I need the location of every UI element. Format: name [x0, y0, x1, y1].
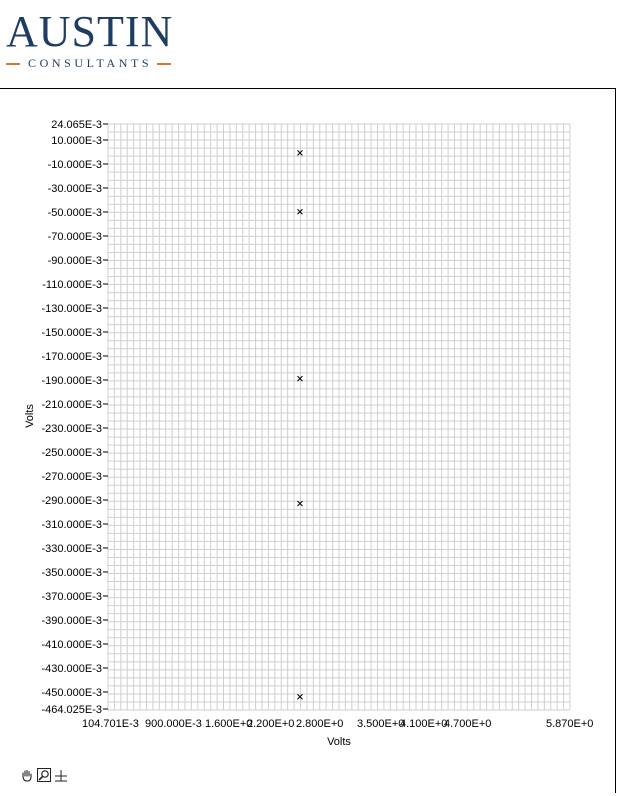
y-tick-label: -464.025E-3 — [41, 704, 102, 716]
data-point — [297, 693, 303, 700]
chart-panel — [0, 88, 616, 793]
point-marker — [297, 208, 303, 215]
x-tick-label: 3.500E+0 — [357, 718, 404, 730]
y-tick-label: -310.000E-3 — [41, 519, 102, 531]
x-tick-label: 900.000E-3 — [145, 718, 202, 730]
y-tick-label: -90.000E-3 — [48, 255, 102, 267]
y-tick-label: -410.000E-3 — [41, 639, 102, 651]
x-axis-title: Volts — [327, 736, 351, 748]
data-point — [297, 500, 303, 507]
logo-subtitle: CONSULTANTS — [28, 56, 153, 70]
x-tick-label: 4.100E+0 — [400, 718, 447, 730]
data-point — [297, 208, 303, 215]
y-axis-title: Volts — [24, 404, 36, 428]
x-tick-label: 104.701E-3 — [82, 718, 139, 730]
y-tick-label: -10.000E-3 — [48, 159, 102, 171]
data-point — [297, 375, 303, 382]
y-tick-label: -50.000E-3 — [48, 207, 102, 219]
x-tick-label: 5.870E+0 — [546, 718, 593, 730]
zoom-icon[interactable] — [37, 768, 51, 782]
x-tick-label: 2.800E+0 — [296, 718, 343, 730]
point-marker — [297, 375, 303, 382]
y-tick-label: -110.000E-3 — [42, 279, 102, 291]
x-tick-label: 2.200E+0 — [247, 718, 294, 730]
y-tick-label: -30.000E-3 — [48, 183, 102, 195]
logo-subline: CONSULTANTS — [6, 56, 192, 71]
y-tick-label: -350.000E-3 — [41, 567, 102, 579]
y-tick-label: -130.000E-3 — [41, 303, 102, 315]
logo-right-dash — [157, 62, 172, 65]
y-tick-label: -370.000E-3 — [41, 591, 102, 603]
y-tick-label: -150.000E-3 — [41, 327, 102, 339]
x-tick-label: 1.600E+0 — [205, 718, 252, 730]
y-tick-label: -210.000E-3 — [41, 399, 102, 411]
crosshair-icon[interactable] — [54, 768, 68, 782]
point-marker — [297, 150, 303, 156]
grid-lines — [107, 123, 571, 711]
y-tick-label: -450.000E-3 — [41, 687, 102, 699]
chart-toolbar — [20, 768, 68, 782]
y-tick-label: -170.000E-3 — [41, 351, 102, 363]
point-marker — [297, 693, 303, 700]
y-tick-label: -250.000E-3 — [41, 447, 102, 459]
y-tick-label: -390.000E-3 — [41, 615, 102, 627]
y-tick-label: -270.000E-3 — [41, 471, 102, 483]
pan-hand-icon[interactable] — [20, 768, 34, 782]
data-point — [297, 150, 303, 156]
logo-wordmark: AUSTIN — [6, 7, 174, 56]
point-marker — [297, 500, 303, 507]
y-tick-label: -70.000E-3 — [48, 231, 102, 243]
company-logo: AUSTIN CONSULTANTS — [6, 10, 192, 71]
y-tick-label: -290.000E-3 — [41, 495, 102, 507]
y-tick-label: -330.000E-3 — [41, 543, 102, 555]
x-tick-label: 4.700E+0 — [444, 718, 491, 730]
y-tick-label: 24.065E-3 — [51, 119, 102, 131]
y-tick-label: -230.000E-3 — [41, 423, 102, 435]
y-tick-label: 10.000E-3 — [51, 135, 102, 147]
logo-left-dash — [6, 62, 20, 65]
y-tick-label: -190.000E-3 — [41, 375, 102, 387]
y-tick-label: -430.000E-3 — [41, 663, 102, 675]
